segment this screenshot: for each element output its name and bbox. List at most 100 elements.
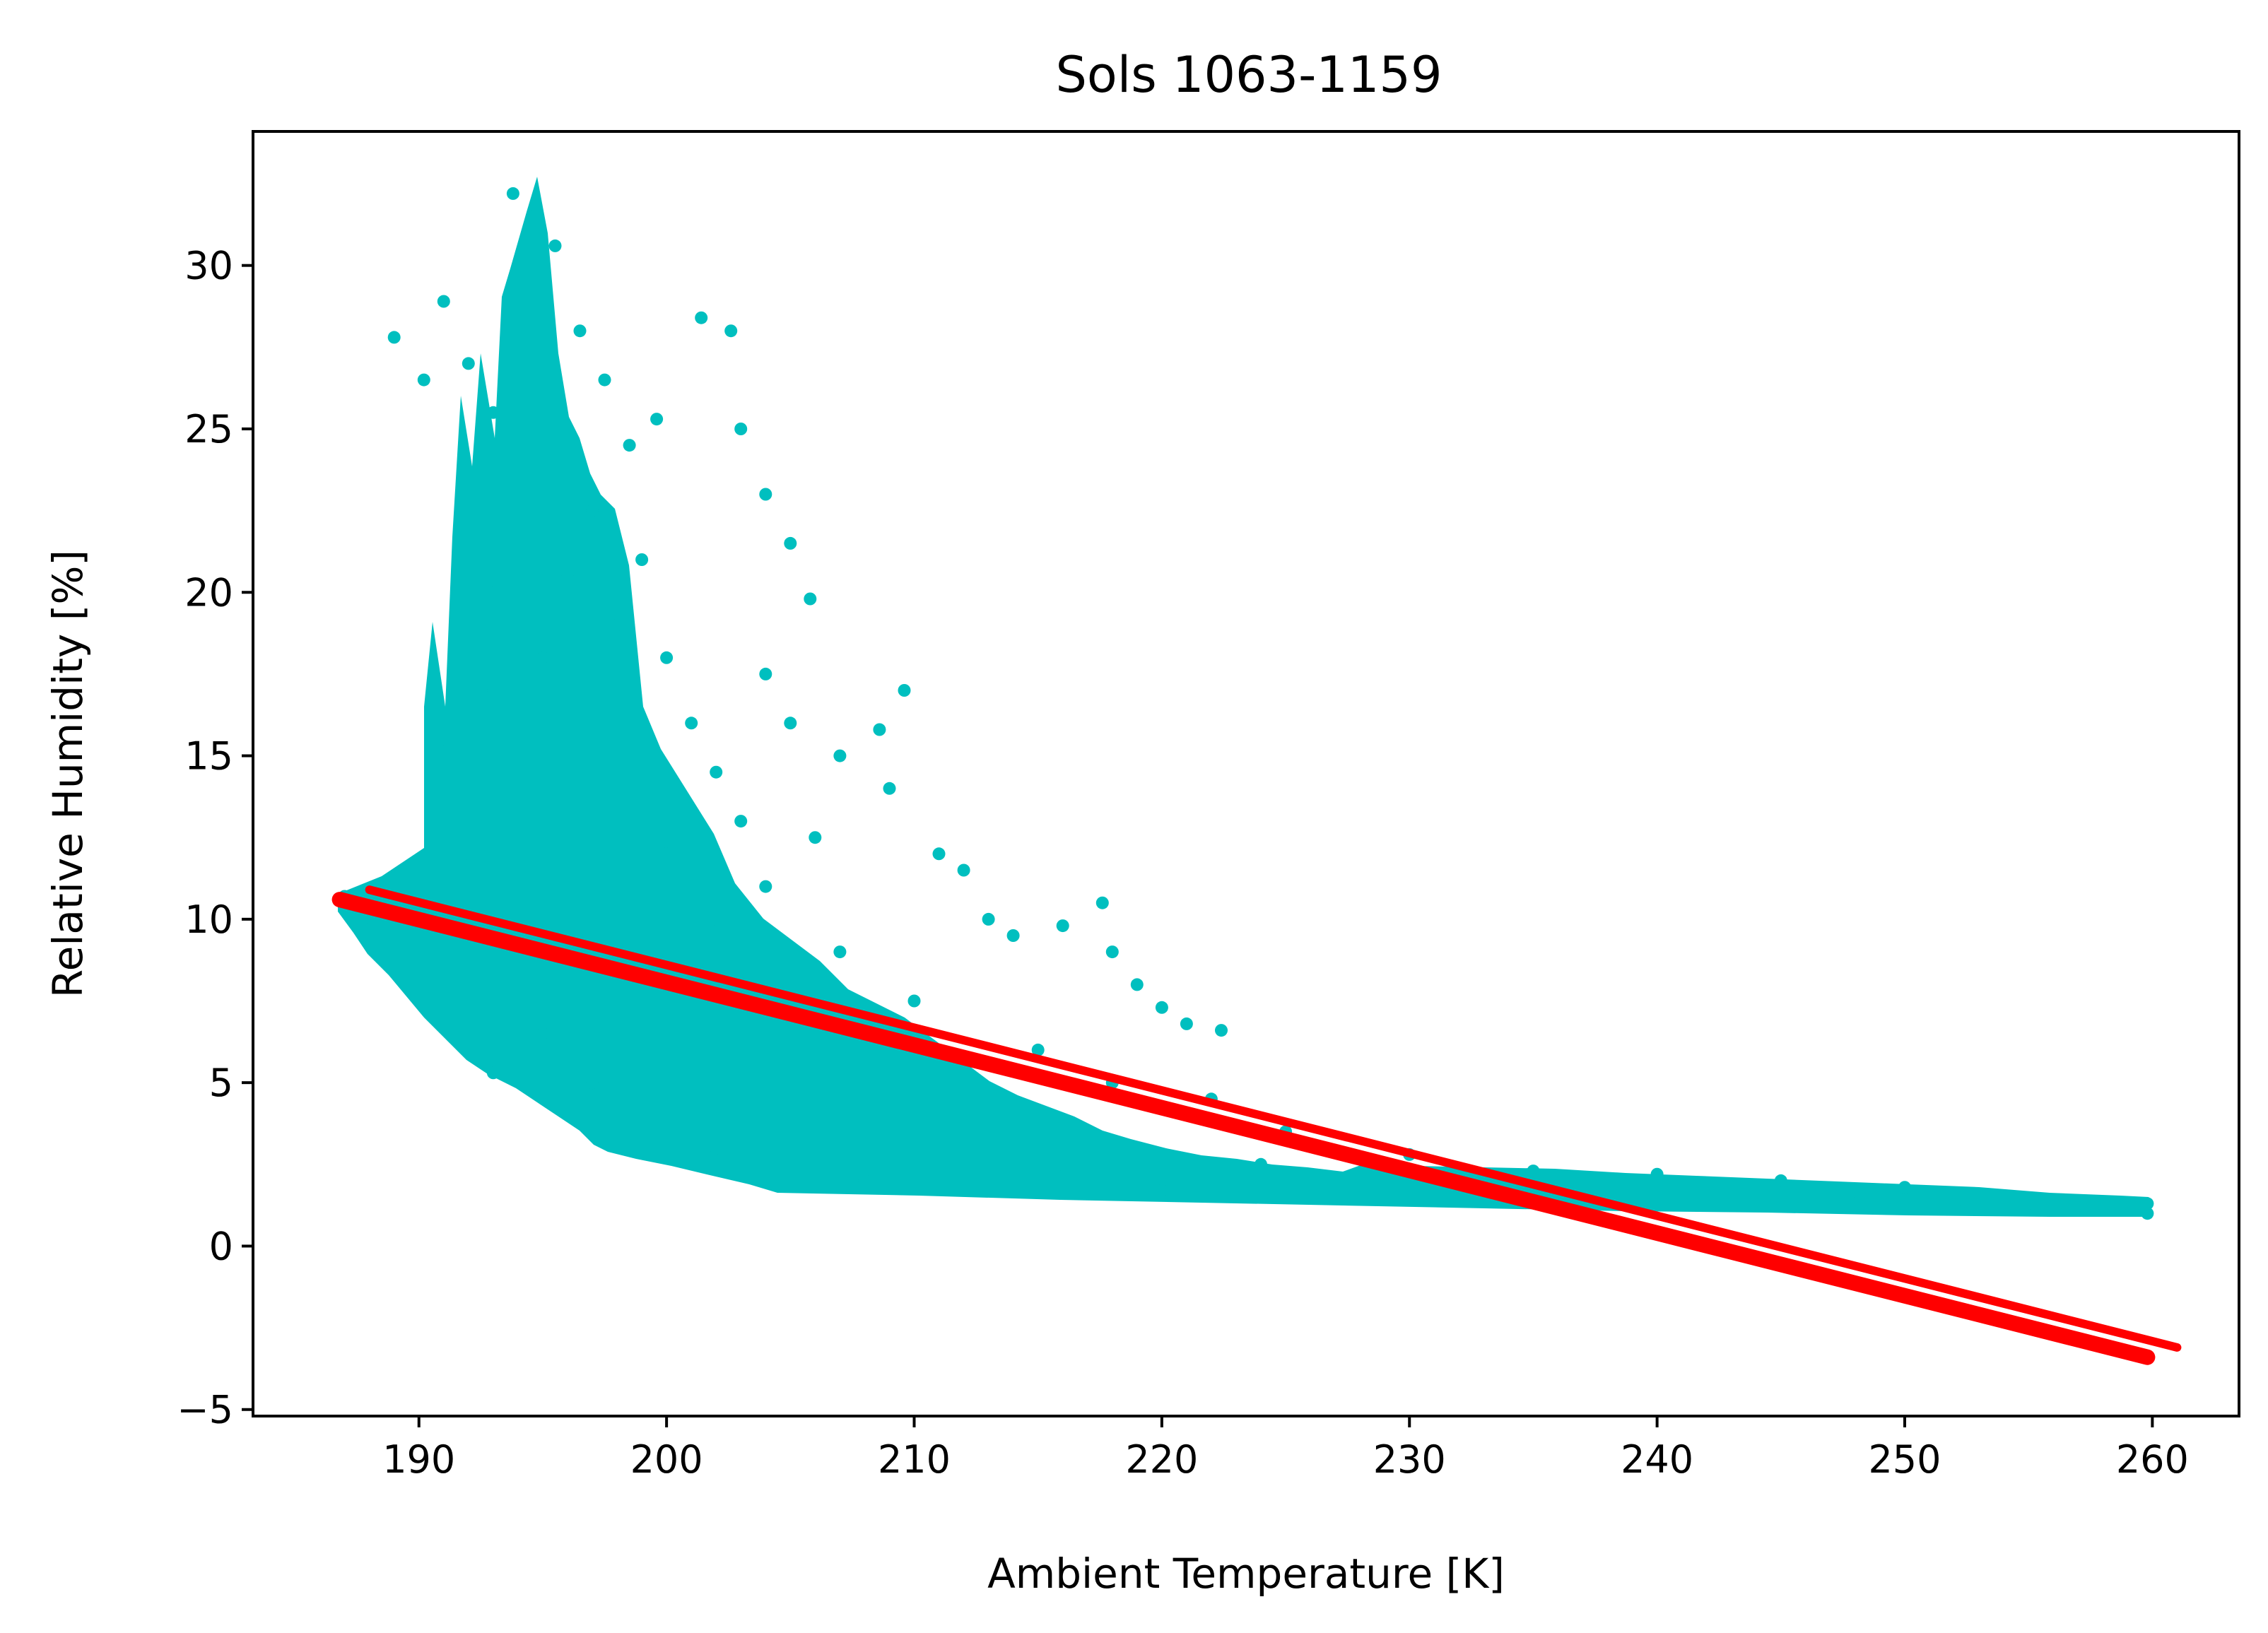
data-point: [1095, 896, 1109, 909]
data-point: [536, 1027, 549, 1040]
data-point: [561, 570, 574, 583]
data-point: [833, 749, 847, 762]
data-point: [417, 373, 430, 387]
data-point: [511, 520, 524, 533]
humidity-cloud-main: [338, 177, 2149, 1217]
data-point: [883, 782, 896, 795]
data-point: [1898, 1181, 1911, 1194]
x-tick-label: 190: [382, 1437, 455, 1482]
data-point: [873, 723, 886, 736]
data-point: [2047, 1203, 2060, 1217]
data-point: [1650, 1167, 1664, 1181]
data-point: [462, 782, 475, 795]
data-point: [1031, 1043, 1045, 1056]
data-point: [685, 717, 698, 730]
data-point: [734, 423, 748, 435]
plot-frame: [252, 130, 2240, 1417]
fit-line-strand: [365, 885, 2182, 1352]
data-point: [437, 733, 450, 746]
data-point: [784, 717, 797, 730]
data-point: [695, 311, 708, 324]
data-point: [2141, 1197, 2154, 1210]
data-point: [759, 880, 772, 893]
data-point: [833, 945, 847, 959]
data-point: [982, 912, 995, 926]
data-point: [898, 684, 911, 697]
data-point: [784, 1165, 797, 1178]
y-tick-label: 30: [184, 244, 233, 288]
data-point: [1774, 1174, 1787, 1187]
data-point: [623, 439, 636, 452]
data-point: [724, 324, 738, 338]
data-point: [932, 847, 946, 861]
y-tick-label: 15: [184, 734, 233, 779]
data-point: [784, 536, 797, 550]
data-point: [2022, 1197, 2035, 1210]
x-tick-label: 210: [878, 1437, 951, 1482]
data-point: [400, 952, 413, 965]
y-tick-label: 25: [184, 407, 233, 452]
data-point: [1006, 929, 1020, 942]
data-point: [804, 592, 817, 606]
data-point: [486, 1066, 500, 1080]
data-point: [598, 373, 611, 387]
data-point: [1527, 1165, 1540, 1178]
data-point: [387, 331, 401, 344]
data-point: [650, 413, 664, 426]
x-tick-label: 240: [1621, 1437, 1693, 1482]
data-point: [611, 618, 623, 632]
y-tick-label: 10: [184, 897, 233, 942]
x-axis-label: Ambient Temperature [K]: [987, 1550, 1505, 1598]
data-point: [1215, 1024, 1228, 1037]
data-point: [759, 488, 772, 501]
x-tick-label: 250: [1868, 1437, 1941, 1482]
data-point: [957, 1181, 970, 1194]
data-point: [611, 978, 623, 991]
data-point: [734, 815, 748, 828]
data-point: [660, 1109, 674, 1122]
y-tick-label: 5: [209, 1061, 233, 1105]
data-point: [809, 831, 822, 844]
data-point: [1255, 1157, 1267, 1171]
data-point: [1180, 1017, 1193, 1030]
data-point: [486, 406, 500, 419]
x-tick-label: 220: [1125, 1437, 1198, 1482]
x-axis-ticks: 190 200 210 220 230 240 250 260: [382, 1416, 2189, 1482]
data-point: [586, 1076, 599, 1090]
data-point: [957, 863, 970, 877]
y-tick-label: 20: [184, 570, 233, 615]
data-point: [660, 651, 674, 664]
x-tick-label: 200: [630, 1437, 703, 1482]
data-point: [586, 504, 599, 517]
data-point: [635, 553, 649, 566]
data-point: [858, 1174, 871, 1187]
y-axis-label: Relative Humidity [%]: [44, 550, 92, 998]
data-point: [907, 994, 921, 1008]
y-axis-ticks: −5 0 5 10 15 20 25 30: [177, 244, 253, 1432]
data-point: [1353, 1187, 1367, 1201]
x-tick-label: 260: [2116, 1437, 2189, 1482]
data-point: [486, 586, 500, 599]
data-point: [412, 880, 425, 893]
data-point: [1105, 945, 1119, 959]
y-tick-label: −5: [177, 1388, 233, 1432]
data-point: [1155, 1001, 1168, 1014]
data-point: [462, 847, 475, 861]
data-point: [363, 922, 376, 936]
y-tick-label: 0: [209, 1224, 233, 1268]
data-point: [462, 357, 475, 370]
data-point: [1155, 1184, 1168, 1197]
data-point: [1130, 978, 1144, 991]
data-point: [1056, 919, 1069, 933]
chart-title: Sols 1063-1159: [1056, 46, 1443, 104]
data-point: [536, 651, 549, 664]
data-point: [481, 896, 495, 909]
data-point: [660, 847, 674, 861]
fit-line: [331, 892, 2156, 1365]
data-point: [710, 912, 723, 926]
data-point: [506, 187, 519, 200]
data-point: [1650, 1191, 1664, 1204]
data-point: [2141, 1207, 2154, 1220]
